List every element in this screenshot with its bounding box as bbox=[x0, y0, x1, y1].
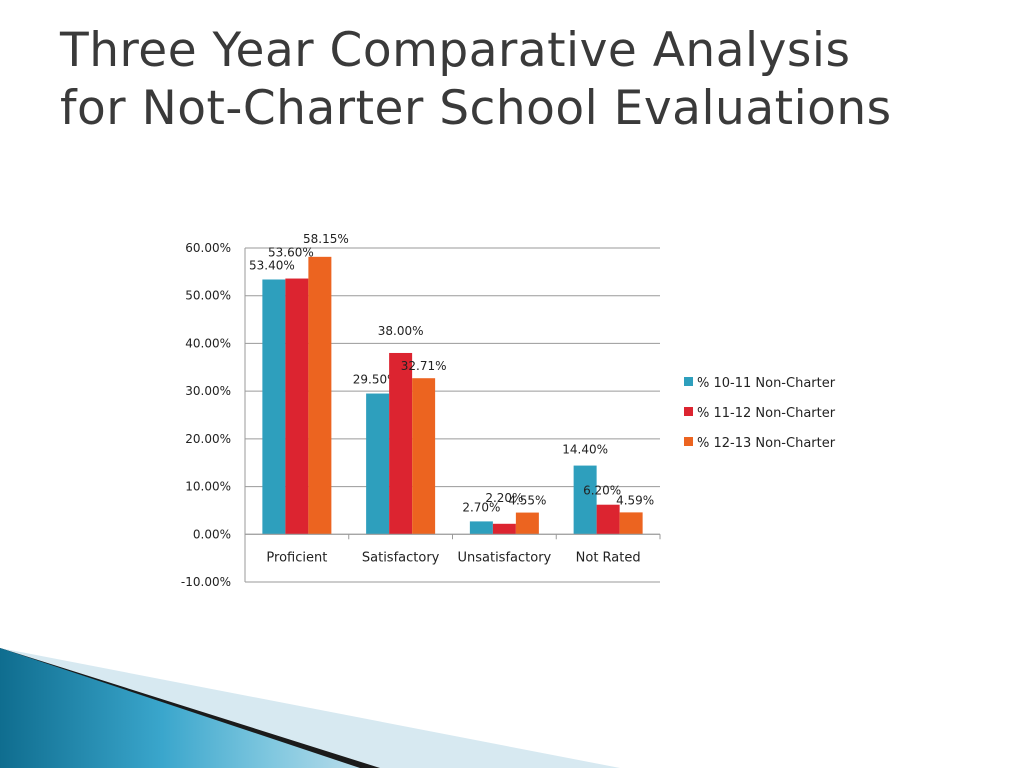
slide-title-line-2: for Not-Charter School Evaluations bbox=[60, 81, 892, 136]
data-label: 32.71% bbox=[401, 359, 447, 373]
y-tick-label: 10.00% bbox=[185, 480, 231, 494]
bar-0-2 bbox=[308, 256, 332, 535]
legend-swatch bbox=[684, 407, 693, 416]
data-label: 58.15% bbox=[303, 232, 349, 246]
y-tick-label: 50.00% bbox=[185, 289, 231, 303]
legend-swatch bbox=[684, 437, 693, 446]
y-tick-label: 60.00% bbox=[185, 241, 231, 255]
legend-swatch bbox=[684, 377, 693, 386]
bar-1-0 bbox=[366, 393, 390, 535]
x-category-label: Not Rated bbox=[576, 550, 641, 565]
x-category-label: Satisfactory bbox=[362, 550, 440, 565]
legend-label: % 12-13 Non-Charter bbox=[697, 436, 836, 451]
slide-title: Three Year Comparative Analysis for Not-… bbox=[60, 22, 1000, 138]
data-label: 4.55% bbox=[508, 494, 546, 508]
data-label: 2.20% bbox=[485, 491, 523, 505]
data-label: 14.40% bbox=[562, 443, 608, 457]
y-tick-label: 40.00% bbox=[185, 336, 231, 350]
swoosh-teal-band bbox=[0, 648, 360, 768]
bar-2-1 bbox=[492, 523, 516, 535]
data-label: 4.59% bbox=[616, 493, 654, 507]
bar-3-1 bbox=[596, 504, 620, 535]
bar-2-0 bbox=[469, 521, 493, 535]
data-label: 53.40% bbox=[249, 258, 295, 272]
bar-1-1 bbox=[389, 352, 413, 535]
x-category-label: Proficient bbox=[266, 550, 327, 565]
decorative-corner-swoosh bbox=[0, 648, 620, 768]
x-category-label: Unsatisfactory bbox=[457, 550, 551, 565]
bar-0-0 bbox=[262, 279, 286, 535]
slide-title-line-1: Three Year Comparative Analysis bbox=[60, 23, 851, 78]
y-tick-label: -10.00% bbox=[181, 575, 231, 589]
bar-3-2 bbox=[619, 512, 643, 535]
data-label: 53.60% bbox=[268, 246, 314, 260]
bar-chart: 60.00% 50.00% 40.00% 30.00% 20.00% 10.00% 0.00… bbox=[181, 232, 836, 589]
bar-0-1 bbox=[285, 278, 309, 535]
y-tick-label: 30.00% bbox=[185, 384, 231, 398]
y-tick-label: 0.00% bbox=[193, 527, 231, 541]
data-label: 6.20% bbox=[583, 484, 621, 498]
data-label: 38.00% bbox=[378, 324, 424, 338]
legend-label: % 10-11 Non-Charter bbox=[697, 376, 836, 391]
y-tick-label: 20.00% bbox=[185, 432, 231, 446]
data-label: 2.70% bbox=[462, 500, 500, 514]
data-label: 29.50% bbox=[353, 373, 399, 387]
bar-3-0 bbox=[573, 465, 597, 535]
legend-label: % 11-12 Non-Charter bbox=[697, 406, 836, 421]
bar-1-2 bbox=[412, 378, 436, 535]
bar-2-2 bbox=[515, 512, 539, 535]
